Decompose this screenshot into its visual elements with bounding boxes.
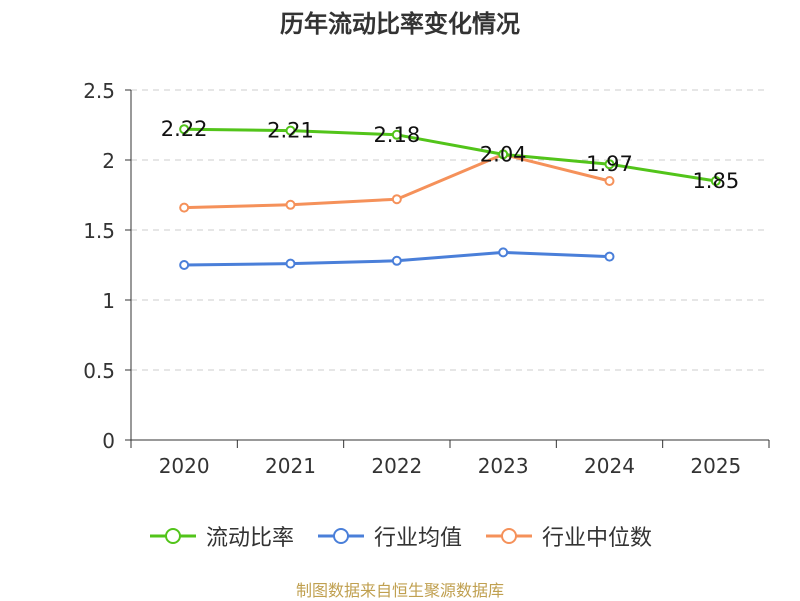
x-tick-label-2025: 2025 bbox=[690, 454, 741, 478]
data-label-0-2025: 1.85 bbox=[692, 169, 739, 193]
legend-marker-industry-mean bbox=[317, 528, 364, 544]
x-tick-label-2024: 2024 bbox=[584, 454, 635, 478]
legend-item-current-ratio[interactable]: 流动比率 bbox=[148, 520, 294, 552]
legend-marker-current-ratio bbox=[149, 528, 196, 544]
y-tick-label-2: 1 bbox=[102, 289, 115, 313]
point-1-2020 bbox=[179, 260, 190, 270]
point-1-2024 bbox=[604, 251, 615, 262]
data-label-0-2023: 2.04 bbox=[480, 142, 527, 166]
source-footer: 制图数据来自恒生聚源数据库 bbox=[295, 581, 504, 600]
legend-label-current-ratio: 流动比率 bbox=[205, 526, 294, 551]
point-0-2025 bbox=[710, 176, 721, 186]
point-0-2020 bbox=[179, 124, 190, 135]
y-tick-label-5: 2.5 bbox=[83, 79, 115, 103]
y-tick-label-4: 2 bbox=[102, 149, 115, 173]
point-2-2021 bbox=[285, 199, 296, 210]
chart-title: 历年流动比率变化情况 bbox=[280, 10, 520, 38]
x-tick-label-2021: 2021 bbox=[265, 454, 316, 478]
y-tick-label-1: 0.5 bbox=[83, 359, 115, 383]
x-tick-label-2020: 2020 bbox=[159, 454, 210, 478]
y-tick-label-3: 1.5 bbox=[83, 219, 115, 243]
legend-label-industry-mean: 行业均值 bbox=[373, 526, 462, 551]
point-1-2021 bbox=[285, 258, 296, 269]
legend: 流动比率 行业均值 行业中位数 bbox=[0, 520, 800, 552]
point-0-2021 bbox=[285, 125, 296, 136]
data-label-0-2024: 1.97 bbox=[586, 152, 633, 176]
legend-item-industry-mean[interactable]: 行业均值 bbox=[316, 520, 462, 552]
x-tick-label-2022: 2022 bbox=[371, 454, 422, 478]
data-label-0-2022: 2.18 bbox=[373, 123, 420, 147]
point-2-2020 bbox=[179, 202, 190, 213]
point-0-2024 bbox=[604, 159, 615, 170]
legend-item-industry-median[interactable]: 行业中位数 bbox=[484, 520, 652, 552]
point-2-2024 bbox=[604, 176, 615, 186]
y-tick-label-0: 0 bbox=[102, 429, 115, 453]
x-tick-label-2023: 2023 bbox=[478, 454, 529, 478]
legend-marker-industry-median bbox=[486, 528, 532, 544]
series-line-0 bbox=[184, 127, 717, 183]
legend-label-industry-median: 行业中位数 bbox=[542, 526, 653, 551]
point-0-2022 bbox=[391, 129, 402, 140]
data-label-0-2021: 2.21 bbox=[267, 119, 314, 143]
point-2-2022 bbox=[391, 194, 402, 205]
point-1-2022 bbox=[391, 255, 402, 266]
data-label-0-2020: 2.22 bbox=[161, 117, 208, 141]
point-1-2023 bbox=[498, 247, 509, 258]
point-0-2023 bbox=[498, 149, 509, 160]
